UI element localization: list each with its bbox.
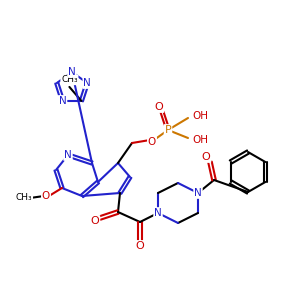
Text: O: O (154, 102, 164, 112)
Text: OH: OH (192, 135, 208, 145)
Text: N: N (194, 188, 202, 198)
Text: N: N (59, 96, 67, 106)
Text: O: O (202, 152, 210, 162)
Text: O: O (136, 241, 144, 251)
Text: CH₃: CH₃ (16, 194, 32, 202)
Text: OH: OH (192, 111, 208, 121)
Text: CH₃: CH₃ (61, 75, 78, 84)
Text: O: O (91, 216, 99, 226)
Text: N: N (68, 67, 76, 77)
Text: N: N (64, 150, 72, 160)
Text: O: O (42, 191, 50, 201)
Text: N: N (154, 208, 162, 218)
Text: P: P (165, 125, 171, 135)
Text: N: N (83, 78, 91, 88)
Text: O: O (148, 137, 156, 147)
